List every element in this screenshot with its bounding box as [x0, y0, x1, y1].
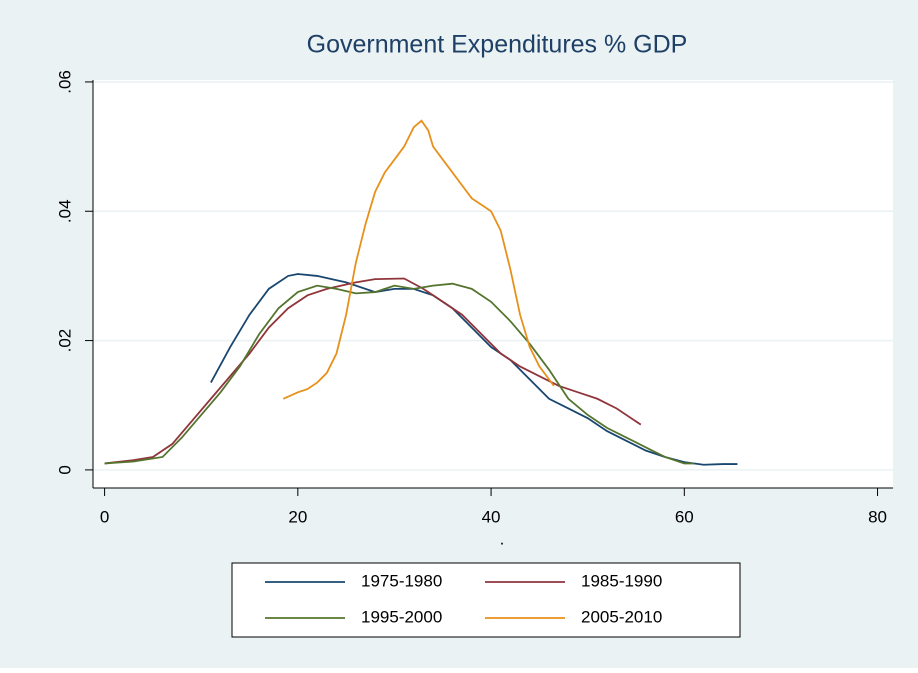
y-tick-label: .02 [55, 329, 74, 353]
legend [231, 562, 741, 638]
plot-area [93, 80, 893, 488]
x-axis-title: . [500, 529, 505, 548]
legend-label: 1985-1990 [581, 571, 662, 590]
x-tick-label: 60 [675, 507, 694, 526]
series-line [210, 273, 738, 466]
x-tick-label: 20 [288, 507, 307, 526]
legend-label: 1995-2000 [361, 607, 442, 626]
series-line [282, 119, 555, 400]
x-tick-label: 0 [100, 507, 109, 526]
legend-label: 1975-1980 [361, 571, 442, 590]
legend-label: 2005-2010 [581, 607, 662, 626]
x-tick-label: 80 [868, 507, 887, 526]
y-tick-label: 0 [55, 465, 74, 474]
x-tick-label: 40 [482, 507, 501, 526]
y-tick-label: .06 [55, 70, 74, 94]
series-line [104, 282, 694, 465]
y-tick-label: .04 [55, 199, 74, 223]
chart-title: Government Expenditures % GDP [307, 31, 688, 59]
